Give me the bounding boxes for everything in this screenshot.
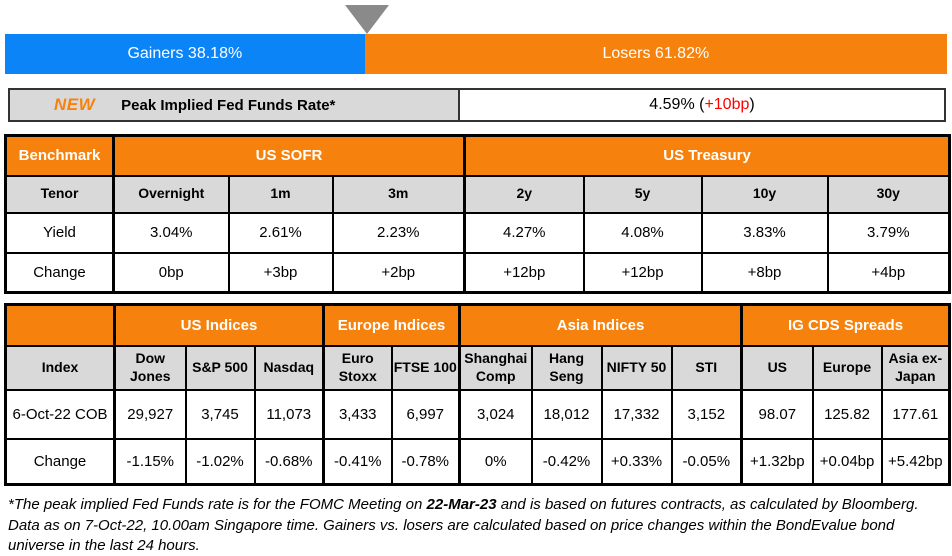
yield-cell: 2.61% [227,211,334,254]
change-cell: +3bp [227,251,334,294]
tenor-cell: 2y [463,174,585,214]
yield-cell: 2.23% [331,211,466,254]
yield-cell: 3.79% [826,211,951,254]
index-change-cell: 0% [458,437,533,486]
cds-change-cell: +0.04bp [811,437,883,486]
index-column-header: S&P 500 [184,344,256,391]
tenor-cell: 5y [582,174,703,214]
index-value-cell: 11,073 [253,388,325,440]
gainers-label: Gainers 38.18% [127,45,243,62]
losers-label: Losers 61.82% [602,45,710,62]
tenor-cell: Overnight [112,174,230,214]
yield-row-label: Yield [4,211,115,254]
change-cell: 0bp [112,251,230,294]
index-change-cell: +0.33% [600,437,673,486]
yield-cell: 3.04% [112,211,230,254]
index-change-cell: -0.05% [670,437,743,486]
tenor-cell: 10y [700,174,829,214]
indices-change-row-label: Change [4,437,116,486]
group-header-europe-indices: Europe Indices [322,303,461,347]
index-change-cell: -0.68% [253,437,325,486]
index-column-header: NIFTY 50 [600,344,673,391]
index-column-header: Nasdaq [253,344,325,391]
losers-segment: Losers 61.82% [364,34,947,74]
index-change-cell: -0.42% [530,437,603,486]
change-cell: +2bp [331,251,466,294]
peak-rate-label: Peak Implied Fed Funds Rate* [121,96,336,114]
group-header-ig-cds: IG CDS Spreads [740,303,951,347]
cds-value-cell: 98.07 [740,388,814,440]
benchmark-change-row-label: Change [4,251,115,294]
cds-change-cell: +5.42bp [880,437,951,486]
group-header-us-indices: US Indices [113,303,325,347]
yield-cell: 4.27% [463,211,585,254]
index-column-header: Shanghai Comp [458,344,533,391]
index-change-cell: -1.15% [113,437,187,486]
index-column-header: Hang Seng [530,344,603,391]
index-column-header: Europe [811,344,883,391]
down-triangle-marker-icon [345,5,389,34]
peak-fed-funds-label-cell: NEW Peak Implied Fed Funds Rate* [10,90,460,120]
benchmark-corner-header: Benchmark [4,134,115,177]
peak-fed-funds-row: NEW Peak Implied Fed Funds Rate* 4.59% (… [8,88,946,122]
index-value-cell: 6,997 [390,388,461,440]
index-value-cell: 18,012 [530,388,603,440]
group-header-asia-indices: Asia Indices [457,303,743,347]
tenor-cell: 1m [227,174,334,214]
peak-rate-value-cell: 4.59% (+10bp) [460,90,944,120]
index-change-cell: -0.78% [390,437,461,486]
index-column-header: Euro Stoxx [322,344,393,391]
tenor-cell: 30y [826,174,951,214]
index-column-header: Dow Jones [113,344,187,391]
gainers-losers-bar: Gainers 38.18% Losers 61.82% [5,34,947,74]
footnote-text-2: and is based on futures contracts, as ca… [8,496,919,555]
footnote-fomc-date: 22-Mar-23 [426,496,497,513]
change-cell: +12bp [582,251,703,294]
index-column-header: STI [670,344,743,391]
change-cell: +4bp [826,251,951,294]
tenor-cell: 3m [331,174,466,214]
footnote-text-1: *The peak implied Fed Funds rate is for … [8,496,427,513]
footnote: *The peak implied Fed Funds rate is for … [8,495,948,556]
change-cell: +8bp [700,251,829,294]
cds-value-cell: 125.82 [811,388,883,440]
group-header-us-sofr: US SOFR [111,134,466,177]
tenor-row-label: Tenor [4,174,115,214]
indices-corner-header [4,303,116,347]
yield-cell: 3.83% [700,211,829,254]
peak-rate-value-close: ) [749,96,755,113]
index-column-header: FTSE 100 [390,344,461,391]
index-change-cell: -0.41% [322,437,393,486]
indices-table: US Indices Europe Indices Asia Indices I… [4,303,952,486]
index-column-header: Asia ex-Japan [880,344,951,391]
index-value-cell: 3,745 [184,388,256,440]
yield-cell: 4.08% [582,211,703,254]
change-cell: +12bp [463,251,585,294]
index-value-cell: 3,433 [322,388,393,440]
benchmark-table: Benchmark US SOFR US Treasury Tenor Over… [4,134,952,294]
index-change-cell: -1.02% [184,437,256,486]
new-badge: NEW [54,95,96,114]
index-value-cell: 3,152 [670,388,743,440]
cds-change-cell: +1.32bp [740,437,814,486]
index-value-cell: 3,024 [458,388,533,440]
cds-value-cell: 177.61 [880,388,951,440]
peak-rate-change: +10bp [704,96,750,113]
group-header-us-treasury: US Treasury [463,134,951,177]
index-value-cell: 29,927 [113,388,187,440]
index-value-cell: 17,332 [600,388,673,440]
index-row-label: Index [4,344,116,391]
index-column-header: US [740,344,814,391]
date-row-label: 6-Oct-22 COB [4,388,116,440]
peak-rate-value: 4.59% ( [649,96,705,113]
gainers-segment: Gainers 38.18% [5,34,365,74]
